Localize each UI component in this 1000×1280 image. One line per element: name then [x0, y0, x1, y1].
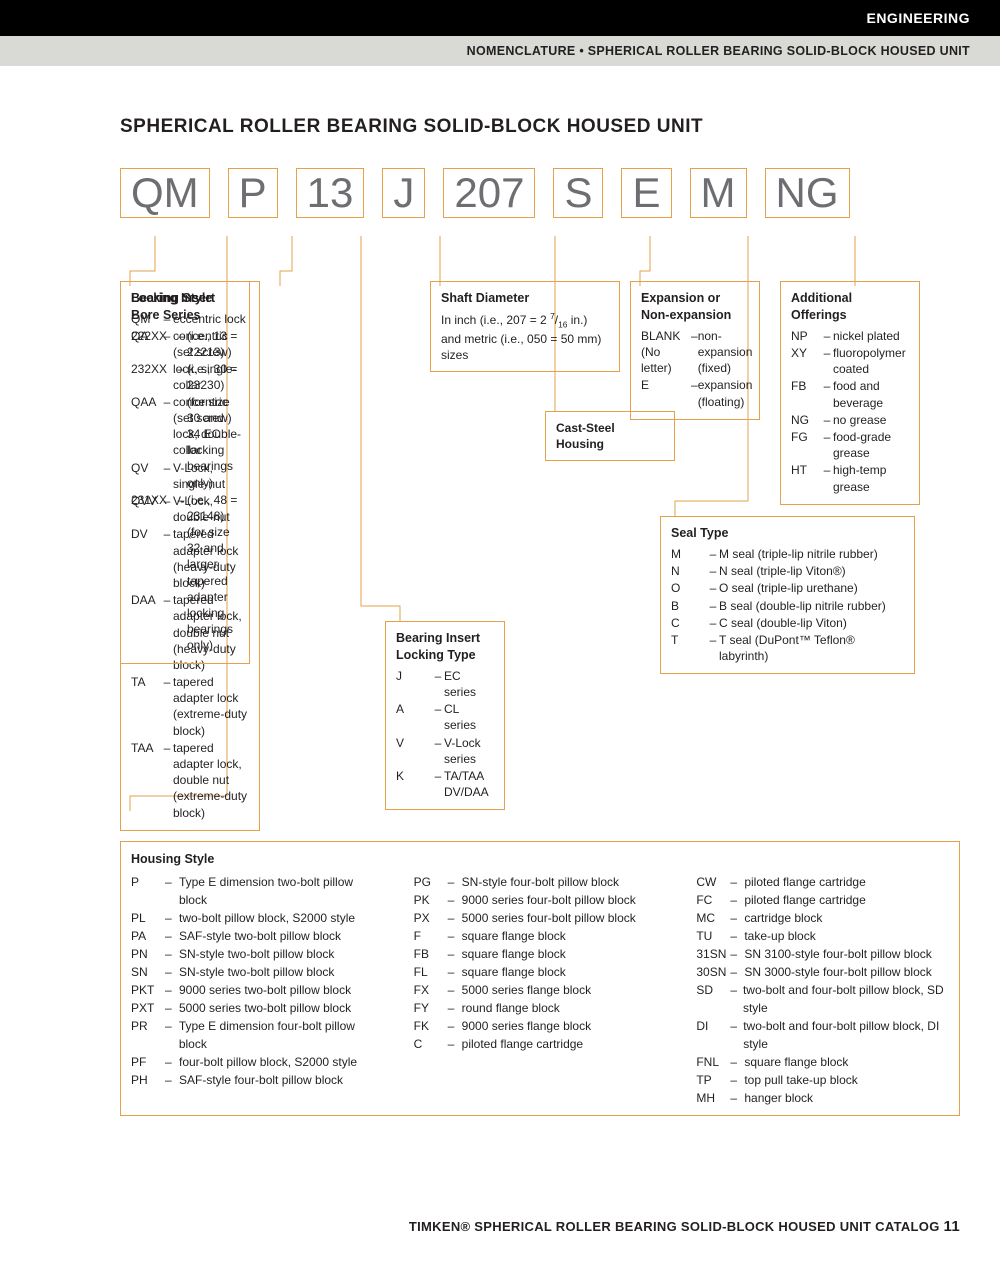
box-title: Seal Type: [671, 525, 904, 542]
code-part-s: S: [553, 168, 603, 218]
page-footer: TIMKEN® SPHERICAL ROLLER BEARING SOLID-B…: [409, 1218, 960, 1235]
definition-row: A–CL series: [396, 701, 494, 733]
section-header: ENGINEERING: [0, 0, 1000, 36]
housing-row: PG–SN-style four-bolt pillow block: [414, 873, 667, 891]
housing-row: FK–9000 series flange block: [414, 1017, 667, 1035]
housing-row: TP–top pull take-up block: [696, 1071, 949, 1089]
definition-row: C–C seal (double-lip Viton): [671, 615, 904, 631]
definition-row: K–TA/TAA DV/DAA: [396, 768, 494, 800]
definition-row: B–B seal (double-lip nitrile rubber): [671, 598, 904, 614]
code-part-e: E: [621, 168, 671, 218]
definition-row: NP–nickel plated: [791, 328, 909, 344]
definition-row: T–T seal (DuPont™ Teflon® labyrinth): [671, 632, 904, 664]
definition-row: XY–fluoropolymer coated: [791, 345, 909, 377]
housing-row: PXT–5000 series two-bolt pillow block: [131, 999, 384, 1017]
housing-row: PR–Type E dimension four-bolt pillow blo…: [131, 1017, 384, 1053]
box-title: Additional Offerings: [791, 290, 909, 324]
housing-row: FX–5000 series flange block: [414, 981, 667, 999]
box-title: Shaft Diameter: [441, 290, 609, 307]
housing-row: PF–four-bolt pillow block, S2000 style: [131, 1053, 384, 1071]
additional-offerings-box: Additional Offerings NP–nickel platedXY–…: [780, 281, 920, 505]
definition-row: 222XX–(i.e., 13 = 22213): [131, 328, 239, 360]
definition-row: N–N seal (triple-lip Viton®): [671, 563, 904, 579]
definition-row: 232XX–(i.e., 30 = 23230) (for size 30 an…: [131, 361, 239, 491]
housing-row: FC–piloted flange cartridge: [696, 891, 949, 909]
connector-lines: [120, 236, 960, 281]
box-title: Bearing Insert Locking Type: [396, 630, 494, 664]
housing-row: FNL–square flange block: [696, 1053, 949, 1071]
definition-row: J–EC series: [396, 668, 494, 700]
definition-row: NG–no grease: [791, 412, 909, 428]
housing-row: PA–SAF-style two-bolt pillow block: [131, 927, 384, 945]
code-part-ng: NG: [765, 168, 850, 218]
housing-row: PX–5000 series four-bolt pillow block: [414, 909, 667, 927]
code-part-m: M: [690, 168, 747, 218]
housing-row: DI–two-bolt and four-bolt pillow block, …: [696, 1017, 949, 1053]
code-part-j: J: [382, 168, 425, 218]
seal-type-box: Seal Type M–M seal (triple-lip nitrile r…: [660, 516, 915, 674]
housing-row: 31SN–SN 3100-style four-bolt pillow bloc…: [696, 945, 949, 963]
code-part-qm: QM: [120, 168, 210, 218]
definition-row: TA–tapered adapter lock (extreme-duty bl…: [131, 674, 249, 739]
box-label: Cast-Steel Housing: [556, 421, 615, 451]
box-text: In inch (i.e., 207 = 2 7/16 in.) and met…: [441, 311, 609, 363]
housing-row: PK–9000 series four-bolt pillow block: [414, 891, 667, 909]
housing-row: FB–square flange block: [414, 945, 667, 963]
code-part-13: 13: [296, 168, 365, 218]
definition-row: FG–food-grade grease: [791, 429, 909, 461]
housing-row: PKT–9000 series two-bolt pillow block: [131, 981, 384, 999]
bore-series-box: Bearing Insert Bore Series 222XX–(i.e., …: [120, 281, 250, 664]
housing-row: PH–SAF-style four-bolt pillow block: [131, 1071, 384, 1089]
code-part-p: P: [228, 168, 278, 218]
expansion-box: Expansion or Non-expansion BLANK(Nolette…: [630, 281, 760, 420]
housing-row: C–piloted flange cartridge: [414, 1035, 667, 1053]
locking-type-box: Bearing Insert Locking Type J–EC seriesA…: [385, 621, 505, 810]
housing-row: PN–SN-style two-bolt pillow block: [131, 945, 384, 963]
housing-row: P–Type E dimension two-bolt pillow block: [131, 873, 384, 909]
housing-row: PL–two-bolt pillow block, S2000 style: [131, 909, 384, 927]
definition-row: O–O seal (triple-lip urethane): [671, 580, 904, 596]
breadcrumb-bar: NOMENCLATURE • SPHERICAL ROLLER BEARING …: [0, 36, 1000, 66]
box-title: Bearing Insert Bore Series: [131, 290, 239, 324]
definition-row: HT–high-temp grease: [791, 462, 909, 494]
housing-row: CW–piloted flange cartridge: [696, 873, 949, 891]
page-title: SPHERICAL ROLLER BEARING SOLID-BLOCK HOU…: [120, 116, 960, 138]
definition-row: FB–food and beverage: [791, 378, 909, 410]
main-content: SPHERICAL ROLLER BEARING SOLID-BLOCK HOU…: [0, 66, 1000, 1116]
housing-row: 30SN–SN 3000-style four-bolt pillow bloc…: [696, 963, 949, 981]
housing-row: FL–square flange block: [414, 963, 667, 981]
definition-row: 231XX–(i.e., 48 = 23148) (for size 32 an…: [131, 492, 239, 654]
page-number: 11: [944, 1218, 960, 1235]
housing-row: TU–take-up block: [696, 927, 949, 945]
nomenclature-code-row: QM P 13 J 207 SEM NG: [120, 168, 960, 218]
footer-text: TIMKEN® SPHERICAL ROLLER BEARING SOLID-B…: [409, 1219, 940, 1234]
code-part-207: 207: [443, 168, 535, 218]
housing-row: MC–cartridge block: [696, 909, 949, 927]
definition-row: TAA–tapered adapter lock, double nut (ex…: [131, 740, 249, 821]
housing-row: SN–SN-style two-bolt pillow block: [131, 963, 384, 981]
box-title: Expansion or Non-expansion: [641, 290, 749, 324]
housing-row: MH–hanger block: [696, 1089, 949, 1107]
housing-row: FY–round flange block: [414, 999, 667, 1017]
definition-row: M–M seal (triple-lip nitrile rubber): [671, 546, 904, 562]
housing-row: SD–two-bolt and four-bolt pillow block, …: [696, 981, 949, 1017]
housing-style-box: Housing Style P–Type E dimension two-bol…: [120, 841, 960, 1116]
shaft-diameter-box: Shaft Diameter In inch (i.e., 207 = 2 7/…: [430, 281, 620, 372]
housing-row: F–square flange block: [414, 927, 667, 945]
definition-row: V–V-Lock series: [396, 735, 494, 767]
